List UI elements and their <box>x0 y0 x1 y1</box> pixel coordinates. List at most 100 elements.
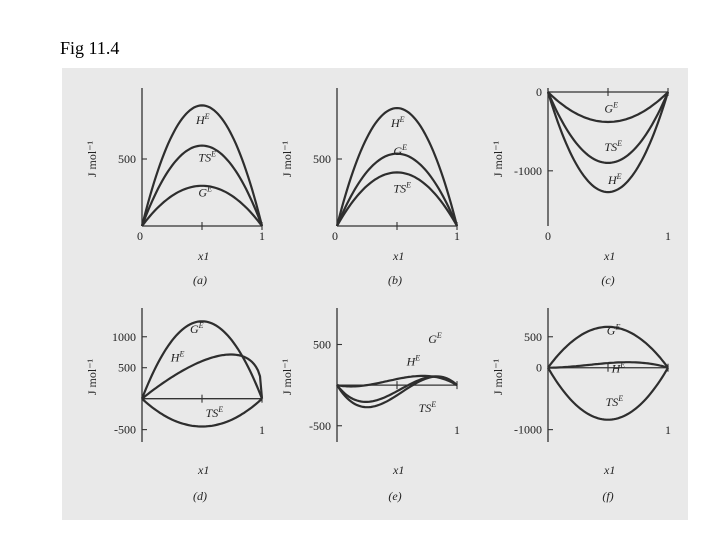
series-ge-line <box>141 184 263 227</box>
series-ge-line <box>547 91 669 124</box>
series-label-sup: E <box>405 181 411 190</box>
y-tick-label: 500 <box>524 330 542 344</box>
y-tick-label: 0 <box>536 361 542 375</box>
series-label-sup: E <box>617 394 623 403</box>
series-he-line <box>335 106 459 227</box>
series-label-sup: E <box>217 405 223 414</box>
series-label-sup: E <box>399 115 405 124</box>
series-label-main: G <box>604 101 613 115</box>
series-tse-line <box>141 397 263 428</box>
panel-caption: (a) <box>193 273 207 287</box>
series-label-sup: E <box>204 112 210 121</box>
x-axis-label: x1 <box>197 249 209 263</box>
series-label-main: H <box>170 351 181 365</box>
panel-caption: (c) <box>601 273 614 287</box>
x-axis-label: x1 <box>603 249 615 263</box>
series-he-line <box>546 91 670 194</box>
y-tick-label: -500 <box>114 423 136 437</box>
y-tick-label: -1000 <box>514 423 542 437</box>
series-label: HE <box>170 350 185 365</box>
series-tse-line <box>336 374 458 388</box>
figure-title: Fig 11.4 <box>60 38 120 58</box>
series-label: TSE <box>419 400 437 415</box>
series-label-main: TS <box>198 151 211 165</box>
series-label-sup: E <box>198 321 204 330</box>
y-tick-label: 500 <box>313 152 331 166</box>
series-label-sup: E <box>430 400 436 409</box>
x-axis-label: x1 <box>392 249 404 263</box>
series-label-main: H <box>195 113 206 127</box>
panel-caption: (e) <box>388 489 401 503</box>
panel-caption: (b) <box>388 273 402 287</box>
y-axis-label: J mol⁻¹ <box>280 140 294 177</box>
series-ge-line <box>547 325 669 369</box>
x-tick-label: 1 <box>454 229 460 243</box>
y-tick-label: 1000 <box>112 330 136 344</box>
y-tick-label: -1000 <box>514 164 542 178</box>
series-label: TSE <box>198 150 216 165</box>
y-tick-label: 500 <box>313 338 331 352</box>
series-he-line <box>141 353 264 400</box>
series-label: GE <box>393 143 407 158</box>
series-label-main: TS <box>393 182 406 196</box>
series-label: HE <box>195 112 210 127</box>
x-axis-label: x1 <box>603 463 615 477</box>
scanned-figure-background <box>62 68 688 520</box>
series-label-sup: E <box>614 322 620 331</box>
y-axis-label: J mol⁻¹ <box>491 358 505 395</box>
series-label-main: G <box>190 322 199 336</box>
y-axis-label: J mol⁻¹ <box>280 358 294 395</box>
series-label-sup: E <box>210 150 216 159</box>
series-label: HE <box>406 354 421 369</box>
series-label-main: TS <box>206 406 219 420</box>
x-tick-label: 1 <box>259 423 265 437</box>
series-label: TSE <box>393 181 411 196</box>
series-label-sup: E <box>401 143 407 152</box>
series-label-main: TS <box>606 395 619 409</box>
series-label-main: G <box>428 332 437 346</box>
x-tick-label: 1 <box>665 423 671 437</box>
y-tick-label: 500 <box>118 361 136 375</box>
panel-caption: (f) <box>602 489 613 503</box>
series-label-sup: E <box>414 354 420 363</box>
series-label-sup: E <box>206 185 212 194</box>
y-axis-label: J mol⁻¹ <box>85 358 99 395</box>
y-tick-label: 0 <box>536 85 542 99</box>
series-ge-line <box>336 375 458 403</box>
series-label-sup: E <box>616 172 622 181</box>
series-label-main: G <box>198 186 207 200</box>
series-tse-line <box>336 171 458 227</box>
series-label-main: H <box>607 173 618 187</box>
series-ge-line <box>335 152 459 227</box>
series-label-main: TS <box>604 140 617 154</box>
series-label-main: G <box>393 144 402 158</box>
series-label-sup: E <box>612 100 618 109</box>
series-label: GE <box>190 321 204 336</box>
x-axis-label: x1 <box>392 463 404 477</box>
series-label-main: H <box>390 116 401 130</box>
series-label-main: H <box>406 355 417 369</box>
y-axis-label: J mol⁻¹ <box>85 140 99 177</box>
series-label-sup: E <box>619 361 625 370</box>
y-axis-label: J mol⁻¹ <box>491 140 505 177</box>
series-label: TSE <box>206 405 224 420</box>
series-label-sup: E <box>178 350 184 359</box>
panel-caption: (d) <box>193 489 207 503</box>
series-label: HE <box>607 172 622 187</box>
x-tick-label: 0 <box>137 229 143 243</box>
series-label-main: H <box>611 362 622 376</box>
x-tick-label: 1 <box>665 229 671 243</box>
series-tse-line <box>546 91 670 164</box>
x-tick-label: 1 <box>259 229 265 243</box>
series-tse-line <box>140 144 264 227</box>
series-label: GE <box>604 100 618 115</box>
series-label: GE <box>428 331 442 346</box>
series-label: TSE <box>606 394 624 409</box>
